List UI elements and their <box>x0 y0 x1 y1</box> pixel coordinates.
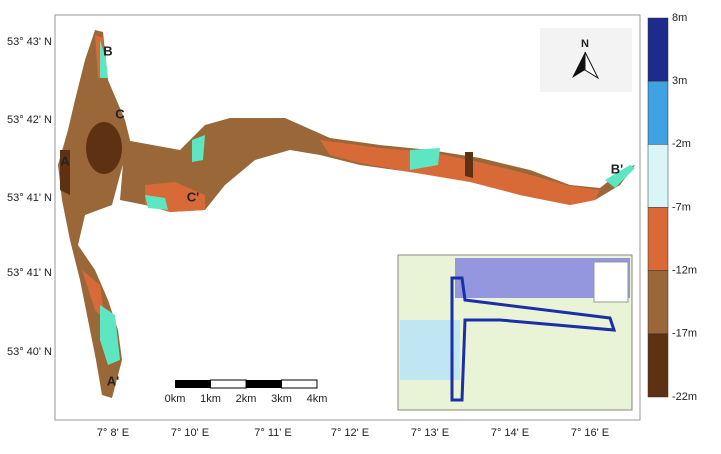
scale-bar <box>175 379 318 389</box>
longitude-label: 7° 12' E <box>331 427 369 439</box>
legend-swatch <box>647 270 669 335</box>
legend-label: 3m <box>672 75 687 87</box>
longitude-label: 7° 11' E <box>254 427 292 439</box>
point-label: C <box>115 106 125 121</box>
scale-label: 1km <box>200 393 221 405</box>
legend-label: -22m <box>672 391 697 403</box>
inset-map <box>397 254 633 411</box>
legend-swatch <box>647 207 669 271</box>
legend-swatch <box>647 80 669 145</box>
legend-label: -17m <box>672 328 697 340</box>
legend-label: -2m <box>672 138 691 150</box>
point-label: C' <box>187 189 199 204</box>
longitude-label: 7° 16' E <box>571 427 609 439</box>
legend-label: -12m <box>672 265 697 277</box>
scale-label: 4km <box>307 393 328 405</box>
legend-swatch <box>647 144 669 208</box>
point-label: A' <box>107 373 119 388</box>
legend-swatch <box>647 333 669 398</box>
latitude-label: 53° 40' N <box>7 346 52 358</box>
latitude-label: 53° 43' N <box>7 36 52 48</box>
latitude-label: 53° 41' N <box>7 267 52 279</box>
point-label: B <box>103 43 112 58</box>
latitude-label: 53° 42' N <box>7 114 52 126</box>
legend-label: 8m <box>672 12 687 24</box>
scale-label: 3km <box>271 393 292 405</box>
longitude-label: 7° 13' E <box>411 427 449 439</box>
longitude-label: 7° 10' E <box>171 427 209 439</box>
point-label: B' <box>611 161 623 176</box>
north-arrow-box <box>540 28 632 92</box>
longitude-label: 7° 8' E <box>97 427 129 439</box>
point-label: A <box>60 153 70 168</box>
scale-label: 0km <box>165 393 186 405</box>
north-label: N <box>581 38 589 50</box>
bathymetry <box>58 30 635 398</box>
legend-swatch <box>647 17 669 82</box>
scale-label: 2km <box>236 393 257 405</box>
longitude-label: 7° 14' E <box>491 427 529 439</box>
latitude-label: 53° 41' N <box>7 192 52 204</box>
legend-label: -7m <box>672 201 691 213</box>
